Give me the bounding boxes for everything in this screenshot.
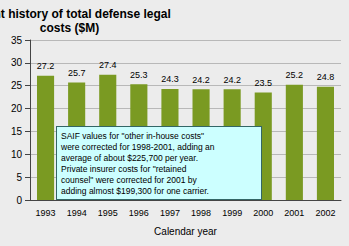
svg-text:20: 20	[11, 103, 23, 114]
svg-text:25: 25	[11, 80, 23, 91]
svg-text:costs ($M): costs ($M)	[40, 21, 99, 35]
svg-text:counsel" were corrected for 20: counsel" were corrected for 2001 by	[61, 175, 199, 185]
svg-text:27.4: 27.4	[99, 60, 117, 70]
svg-text:2001: 2001	[284, 208, 304, 218]
svg-text:were corrected for 1998-2001,: were corrected for 1998-2001, adding an	[60, 142, 217, 152]
svg-text:1999: 1999	[222, 208, 242, 218]
svg-text:30: 30	[11, 57, 23, 68]
svg-text:1995: 1995	[98, 208, 118, 218]
svg-text:2000: 2000	[253, 208, 273, 218]
svg-text:24.8: 24.8	[317, 72, 335, 82]
svg-text:Calendar year: Calendar year	[154, 226, 217, 237]
svg-text:Recent history of total defens: Recent history of total defense legal	[0, 7, 174, 21]
svg-text:35: 35	[11, 35, 23, 46]
svg-text:1993: 1993	[36, 208, 56, 218]
svg-text:24.2: 24.2	[223, 75, 241, 85]
svg-text:average of about $225,700 per: average of about $225,700 per year.	[61, 153, 200, 163]
svg-text:24.2: 24.2	[192, 75, 210, 85]
svg-text:1998: 1998	[191, 208, 211, 218]
svg-text:1994: 1994	[67, 208, 87, 218]
svg-text:1997: 1997	[160, 208, 180, 218]
svg-text:adding almost $199,300 for one: adding almost $199,300 for one carrier.	[61, 186, 209, 196]
svg-text:25.3: 25.3	[130, 70, 148, 80]
svg-text:1996: 1996	[129, 208, 149, 218]
svg-text:SAIF values for "other in-hous: SAIF values for "other in-house costs"	[61, 131, 206, 141]
svg-text:27.2: 27.2	[37, 61, 55, 71]
svg-text:23.5: 23.5	[254, 78, 272, 88]
svg-text:2002: 2002	[315, 208, 335, 218]
svg-text:0: 0	[16, 195, 22, 206]
svg-text:25.7: 25.7	[68, 68, 86, 78]
svg-text:25.2: 25.2	[286, 70, 304, 80]
svg-text:10: 10	[11, 149, 23, 160]
svg-text:15: 15	[11, 126, 23, 137]
svg-text:Private insurer costs for "ret: Private insurer costs for "retained	[61, 164, 189, 174]
svg-text:5: 5	[16, 172, 22, 183]
svg-text:24.3: 24.3	[161, 74, 179, 84]
